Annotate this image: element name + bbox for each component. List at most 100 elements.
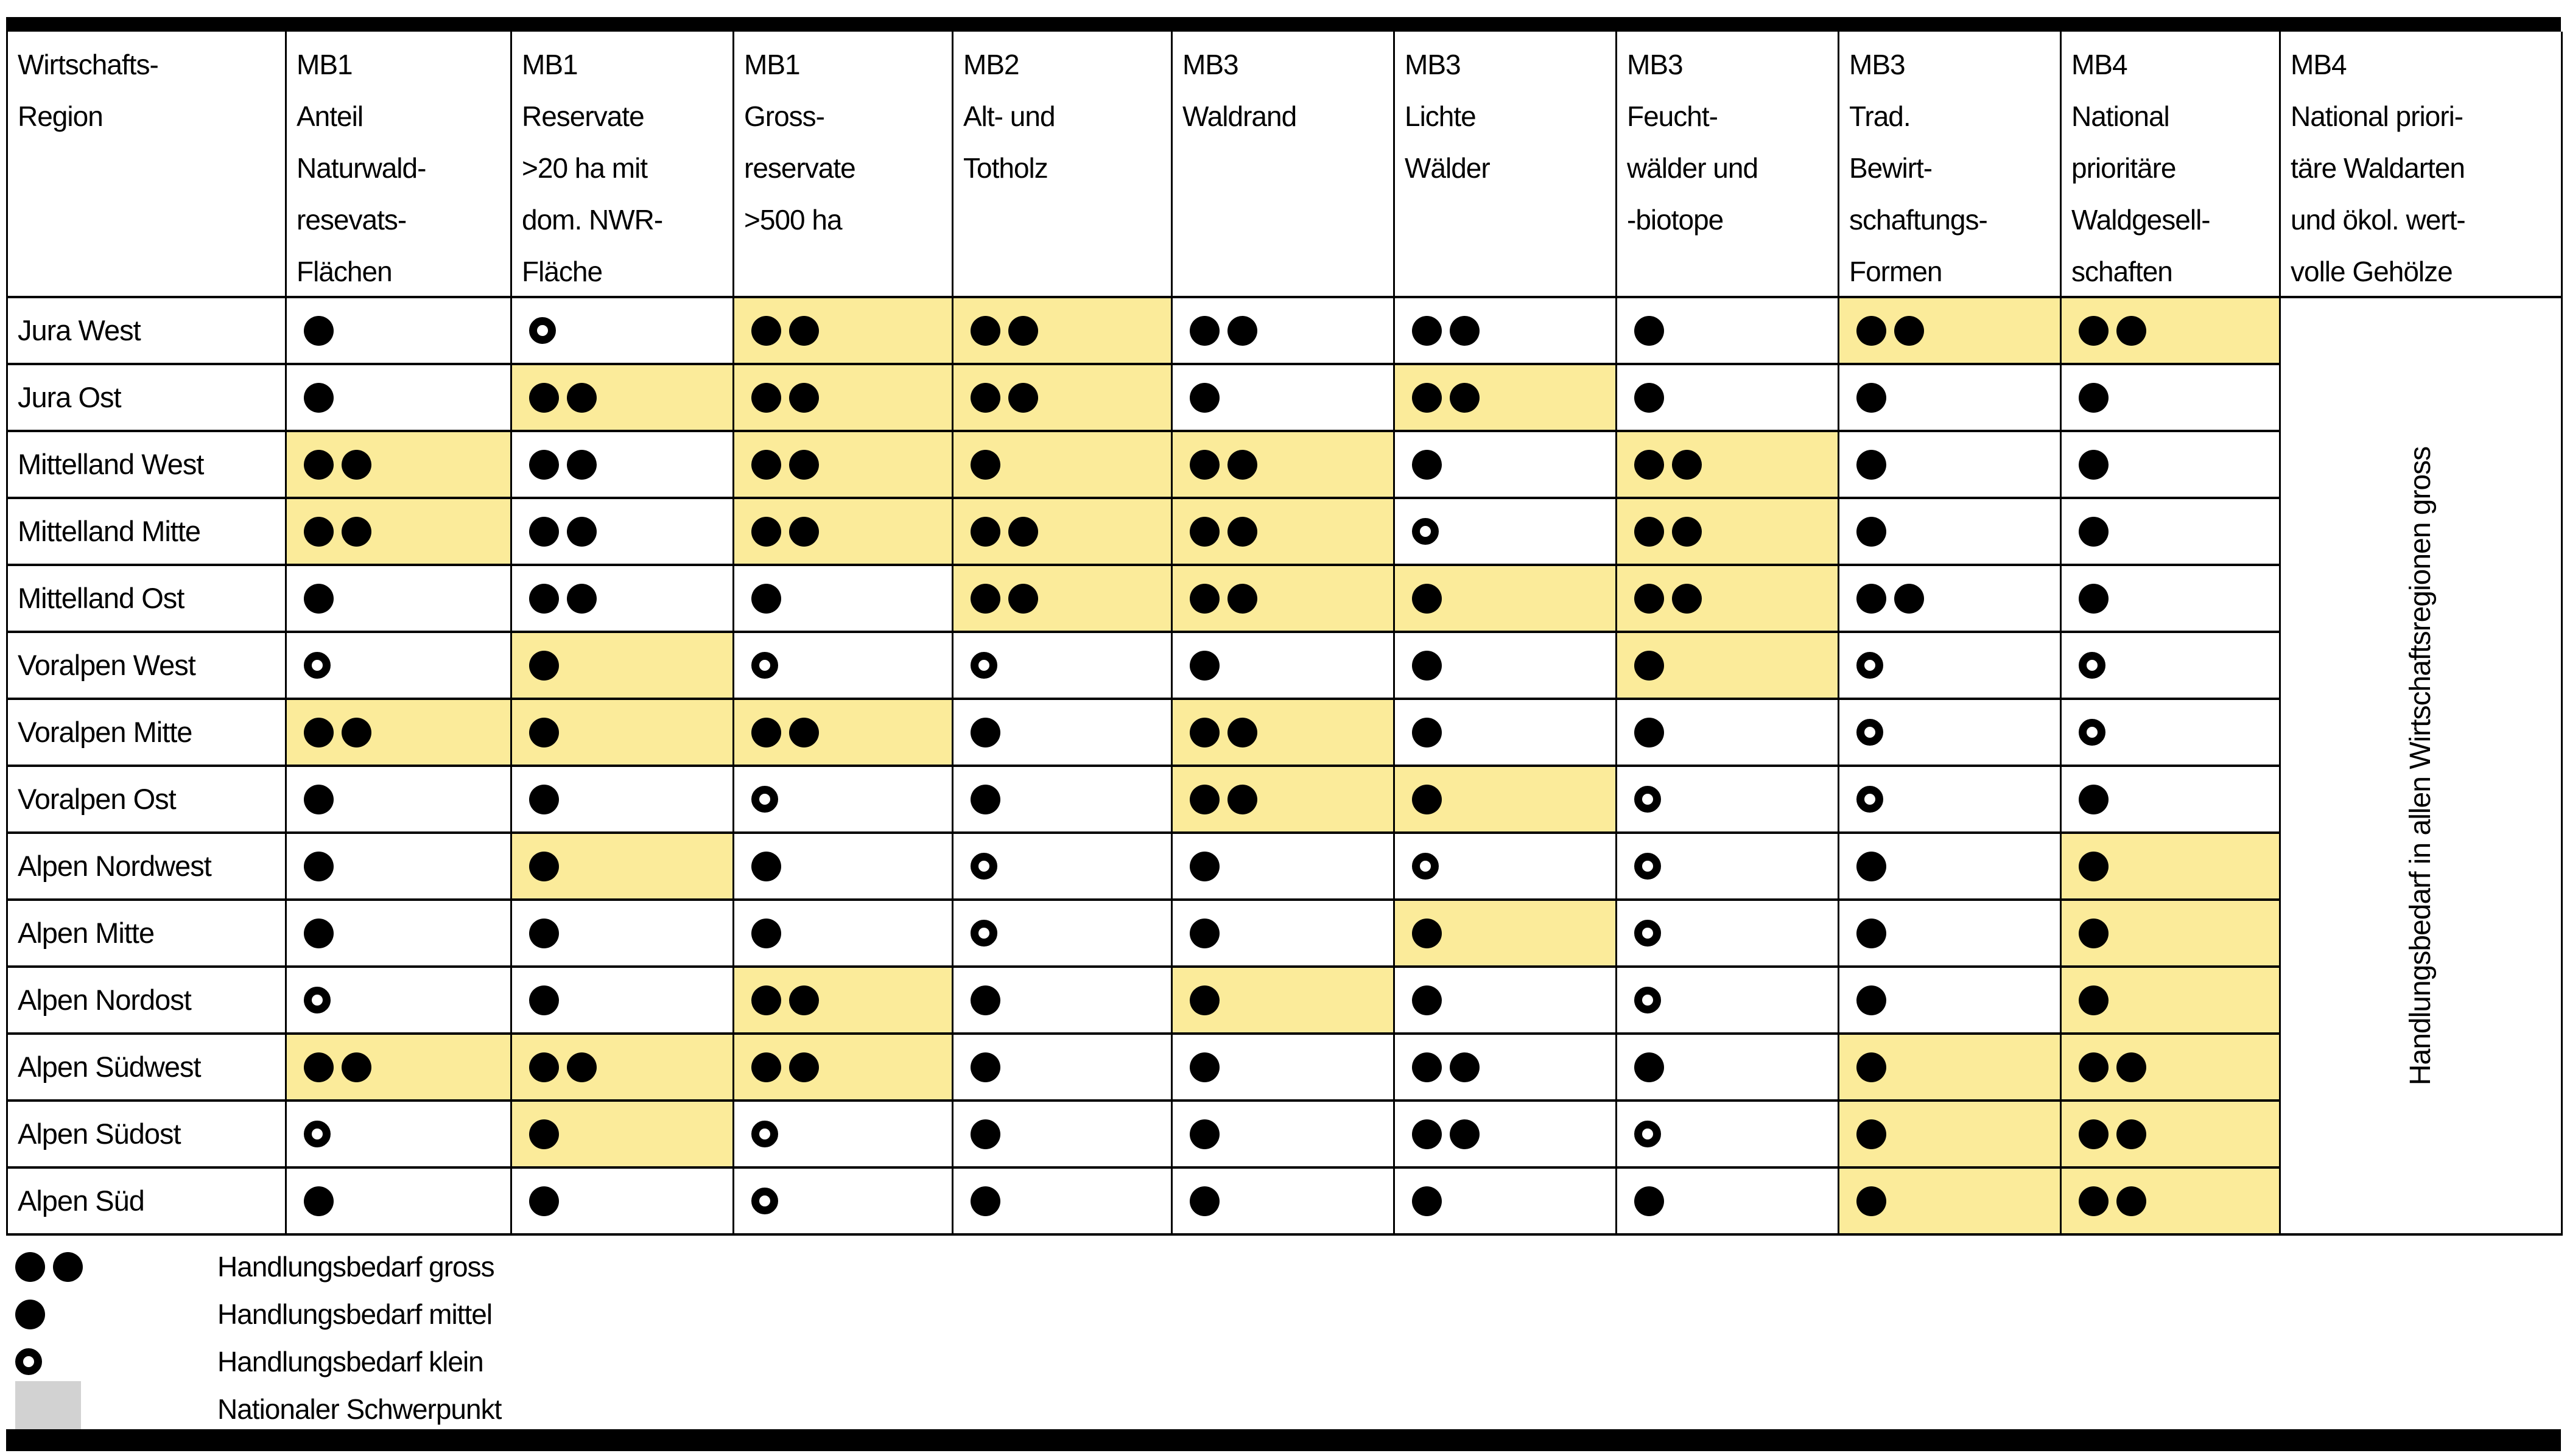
matrix-cell [1839,365,2062,432]
dot-filled-icon [1412,650,1442,681]
dot-filled-icon [304,717,334,747]
dot-filled-icon [971,985,1000,1015]
matrix-cell [1839,1102,2062,1169]
dot-filled-icon [751,985,781,1015]
dot-filled-icon [2079,449,2109,480]
dot-filled-icon [2079,918,2109,948]
row-label: Voralpen Ost [8,767,287,834]
column-header: MB1 Reservate >20 ha mit dom. NWR- Fläch… [512,32,734,298]
matrix-cell [734,700,953,767]
matrix-cell [1617,365,1839,432]
legend-label: Handlungsbedarf klein [217,1346,484,1377]
dot-open-icon [971,920,997,947]
column-header: MB1 Gross- reservate >500 ha [734,32,953,298]
dot-filled-icon [971,1186,1000,1216]
matrix-cell [1395,834,1617,901]
dot-open-icon [971,853,997,880]
dot-filled-icon [1450,1119,1480,1149]
matrix-cell [953,767,1173,834]
dot-filled-icon [1856,918,1886,948]
row-label: Voralpen West [8,633,287,700]
matrix-cell [512,499,734,566]
dot-filled-icon [304,1186,334,1216]
dot-filled-icon [529,449,559,480]
dot-filled-icon [1190,449,1220,480]
dot-filled-icon [304,851,334,881]
dot-open-icon [971,652,997,679]
dot-filled-icon [1634,449,1664,480]
matrix-cell [2062,432,2281,499]
matrix-cell [953,1169,1173,1236]
dot-filled-icon [751,583,781,614]
legend-item: Nationaler Schwerpunkt [15,1381,502,1437]
dot-filled-icon [529,650,559,681]
matrix-cell [1395,1102,1617,1169]
dot-filled-icon [1634,1186,1664,1216]
matrix-cell [1617,298,1839,365]
dot-filled-icon [1412,1186,1442,1216]
matrix-cell [287,767,512,834]
matrix-cell [512,834,734,901]
dot-filled-icon [1450,382,1480,413]
dot-filled-icon [2079,1119,2109,1149]
dot-filled-icon [529,985,559,1015]
dot-open-icon [1634,920,1661,947]
matrix-cell [1839,633,2062,700]
matrix-cell [1173,365,1395,432]
dot-filled-icon [304,1052,334,1082]
dot-filled-icon [1190,583,1220,614]
matrix-cell [287,566,512,633]
matrix-cell [1839,700,2062,767]
dot-filled-icon [1008,315,1038,346]
matrix-cell [734,901,953,968]
matrix-cell [1395,499,1617,566]
matrix-cell [1617,432,1839,499]
dot-filled-icon [529,1186,559,1216]
dot-open-icon [15,1348,42,1375]
matrix-cell [953,365,1173,432]
dot-filled-icon [1412,449,1442,480]
matrix-cell [1173,1102,1395,1169]
dot-filled-icon [15,1299,45,1329]
row-label: Alpen Mitte [8,901,287,968]
dot-filled-icon [53,1251,83,1282]
matrix-cell [1839,834,2062,901]
matrix-cell [1395,901,1617,968]
dot-filled-icon [789,985,819,1015]
dot-filled-icon [529,382,559,413]
dot-open-icon [1856,786,1883,813]
matrix-cell [953,298,1173,365]
dot-open-icon [1634,853,1661,880]
matrix-cell [1839,499,2062,566]
matrix-cell [734,566,953,633]
matrix-cell [953,901,1173,968]
dot-filled-icon [2079,851,2109,881]
dot-filled-icon [1190,516,1220,547]
dot-filled-icon [2079,1052,2109,1082]
column-header: MB2 Alt- und Totholz [953,32,1173,298]
matrix-cell [512,767,734,834]
matrix-cell [953,566,1173,633]
dot-filled-icon [567,1052,597,1082]
dot-filled-icon [2079,784,2109,814]
column-header: MB4 National priori- täre Waldarten und … [2281,32,2563,298]
matrix-cell [1617,1102,1839,1169]
matrix-cell [287,432,512,499]
dot-filled-icon [304,784,334,814]
dot-filled-icon [567,583,597,614]
matrix-cell [287,499,512,566]
matrix-cell [953,968,1173,1035]
matrix-cell [734,365,953,432]
dot-filled-icon [1856,382,1886,413]
matrix-cell [1395,968,1617,1035]
dot-filled-icon [1634,717,1664,747]
matrix-cell [1173,834,1395,901]
matrix-cell [1617,901,1839,968]
matrix-cell [1617,968,1839,1035]
matrix-cell [1395,767,1617,834]
dot-filled-icon [2079,382,2109,413]
matrix-cell [953,432,1173,499]
dot-filled-icon [304,918,334,948]
dot-filled-icon [751,382,781,413]
